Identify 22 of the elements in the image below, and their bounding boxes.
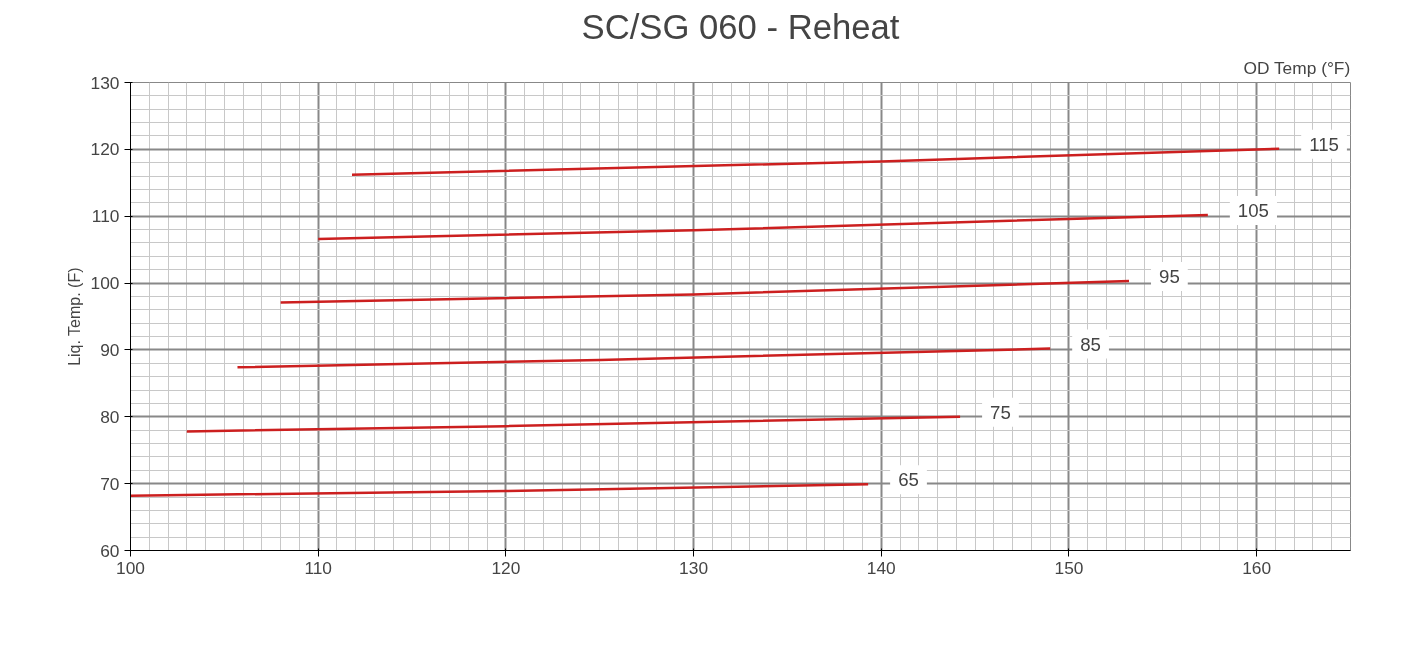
- series-label: 65: [898, 469, 919, 491]
- y-tick-label: 80: [100, 406, 120, 427]
- y-axis-title: Liq. Temp. (F): [65, 267, 83, 366]
- y-tick-label: 90: [100, 339, 120, 360]
- y-tick-label: 110: [91, 206, 120, 227]
- series-label: 105: [1237, 199, 1269, 221]
- x-tick-label: 150: [1054, 557, 1084, 578]
- series-label: 75: [990, 401, 1011, 423]
- y-tick-label: 130: [90, 72, 120, 93]
- y-tick-label: 120: [90, 139, 120, 160]
- x-tick-label: 140: [866, 557, 896, 578]
- series-label: 115: [1309, 133, 1339, 155]
- y-tick-label: 70: [100, 473, 120, 494]
- series-label: 85: [1080, 333, 1101, 355]
- chart-title: SC/SG 060 - Reheat: [581, 7, 900, 46]
- legend-title: OD Temp (°F): [1243, 57, 1351, 78]
- x-tick-label: 160: [1242, 557, 1272, 578]
- x-tick-label: 130: [679, 557, 709, 578]
- x-tick-label: 110: [304, 557, 333, 578]
- y-tick-label: 100: [90, 273, 120, 294]
- series-label: 95: [1159, 266, 1180, 288]
- x-tick-label: 120: [491, 557, 521, 578]
